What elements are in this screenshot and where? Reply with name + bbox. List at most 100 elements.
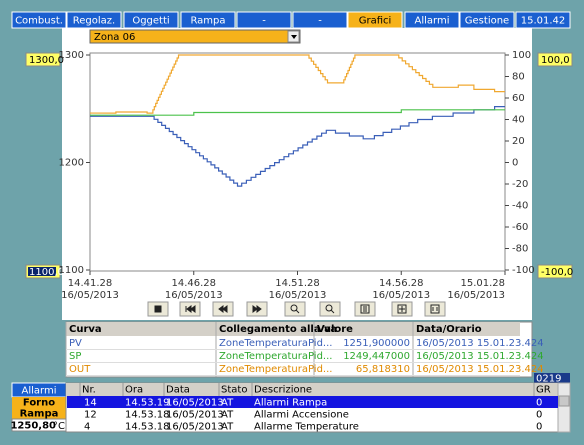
tab-label[interactable]: Gestione: [465, 16, 509, 27]
curve-cell: PV: [69, 338, 82, 349]
control-icon: [252, 305, 262, 313]
chart-panel: [62, 28, 532, 320]
curve-cell: ZoneTemperaturaPid...: [219, 338, 332, 349]
tab[interactable]: [515, 11, 571, 29]
tab-label[interactable]: Rampa: [190, 16, 225, 27]
tab[interactable]: [459, 11, 515, 29]
curve-header-cell: Valore: [317, 324, 353, 335]
curve-cell: ZoneTemperaturaPid...: [219, 351, 332, 362]
x-tick-label: 15.01.28: [460, 278, 505, 289]
alarm-table-header: [66, 383, 558, 396]
x-tick-label: 14.41.28: [68, 278, 113, 289]
y-tick-label: 1300: [59, 50, 84, 61]
y2-tick-label: 0: [512, 158, 518, 169]
control-icon: [185, 305, 196, 313]
alarm-cell[interactable]: 12: [84, 410, 97, 421]
x-tick-date: 16/05/2013: [447, 290, 505, 301]
tab[interactable]: [404, 11, 460, 29]
control-button[interactable]: [319, 301, 341, 317]
tab-label[interactable]: Combust.: [15, 16, 63, 27]
y2-tick-label: 20: [512, 136, 525, 147]
alarm-cell[interactable]: 0: [536, 410, 542, 421]
curve-cell: 16/05/2013 15.01.23.424: [416, 351, 544, 362]
dropdown-arrow: [291, 35, 297, 39]
alarm-cell[interactable]: 16/05/2013: [166, 422, 224, 433]
control-icon: [325, 304, 335, 314]
curve-header-cell: Data/Orario: [416, 324, 482, 335]
tab-label[interactable]: Regolaz.: [73, 16, 115, 27]
alarm-cell[interactable]: 4: [84, 422, 90, 433]
alarm-header-cell: GR: [536, 385, 551, 396]
series-line: [89, 54, 505, 114]
y2-tick-label: -80: [512, 244, 528, 255]
control-button[interactable]: [424, 301, 446, 317]
x-tick-date: 16/05/2013: [61, 290, 119, 301]
zone-select[interactable]: [89, 29, 301, 44]
tab-label[interactable]: Allarmi: [415, 16, 450, 27]
side-line: Rampa: [20, 409, 59, 420]
tab-label[interactable]: -: [262, 16, 266, 27]
y2-tick-label: -100: [512, 265, 535, 276]
zone-select-label[interactable]: Zona 06: [94, 32, 135, 43]
curve-cell: 16/05/2013 15.01.23.424: [416, 364, 544, 375]
alarm-header-cell: Descrizione: [254, 385, 312, 396]
alarm-cell[interactable]: AT: [221, 422, 234, 433]
alarm-cell[interactable]: 16/05/2013: [166, 398, 224, 409]
curve-cell: 16/05/2013 15.01.23.424: [416, 338, 544, 349]
control-icon: [218, 305, 228, 313]
tab-label[interactable]: Oggetti: [132, 16, 169, 27]
scale-box: [25, 52, 61, 67]
scale-box-label: 100,0: [541, 55, 570, 66]
tab[interactable]: [292, 11, 348, 29]
alarm-header-cell: Ora: [125, 385, 143, 396]
alarm-header-cell: Stato: [221, 385, 247, 396]
tab[interactable]: [236, 11, 292, 29]
alarm-cell[interactable]: 14.53.18: [125, 410, 170, 421]
curve-header-cell: Curva: [69, 324, 102, 335]
alarm-cell[interactable]: 16/05/2013: [166, 410, 224, 421]
curve-cell: 1249,447000: [343, 351, 410, 362]
tab-label[interactable]: -: [318, 16, 322, 27]
tab-label[interactable]: 15.01.42: [521, 16, 566, 27]
scale-box-label: 1300,0: [29, 55, 64, 66]
curve-cell: OUT: [69, 364, 91, 375]
scale-box-label: 1100,0: [29, 267, 64, 278]
alarm-header-cell: Data: [166, 385, 190, 396]
x-tick-label: 14.51.28: [275, 278, 320, 289]
scroll-thumb[interactable]: [558, 395, 570, 407]
alarm-cell[interactable]: AT: [221, 410, 234, 421]
alarm-cell[interactable]: Allarme Temperature: [254, 422, 359, 433]
control-button[interactable]: [284, 301, 306, 317]
alarm-cell[interactable]: AT: [221, 398, 234, 409]
tab-label[interactable]: Grafici: [359, 16, 392, 27]
alarm-cell[interactable]: 0: [536, 398, 542, 409]
alarm-cell[interactable]: Allarmi Accensione: [254, 410, 349, 421]
tab[interactable]: [66, 11, 122, 29]
tab[interactable]: [123, 11, 179, 29]
control-icon: [360, 304, 370, 314]
curve-cell: SP: [69, 351, 81, 362]
scale-box-label: -100,0: [541, 267, 573, 278]
alarm-cell[interactable]: 14.53.19: [125, 398, 170, 409]
y2-tick-label: -20: [512, 179, 528, 190]
alarm-cell[interactable]: Allarmi Rampa: [254, 398, 327, 409]
curve-cell: 1251,900000: [343, 338, 410, 349]
alarm-cell[interactable]: 14: [84, 398, 97, 409]
series-line: [90, 109, 505, 116]
alarm-cell[interactable]: 0: [536, 422, 542, 433]
tab[interactable]: [11, 11, 67, 29]
tab[interactable]: [347, 11, 403, 29]
y2-tick-label: -40: [512, 201, 528, 212]
y2-tick-label: 40: [512, 115, 525, 126]
alarm-header-cell: Nr.: [82, 385, 96, 396]
alarm-cell[interactable]: 14.53.18: [125, 422, 170, 433]
y2-tick-label: 80: [512, 72, 525, 83]
x-tick-label: 14.46.28: [171, 278, 216, 289]
y-tick-label: 1100: [59, 265, 84, 276]
scrollbar[interactable]: [557, 382, 571, 433]
scale-box: [537, 264, 573, 279]
y-tick-label: 1200: [59, 158, 84, 169]
control-icon: [397, 304, 407, 314]
side-alarms-label[interactable]: Allarmi: [22, 386, 57, 397]
tab[interactable]: [180, 11, 236, 29]
